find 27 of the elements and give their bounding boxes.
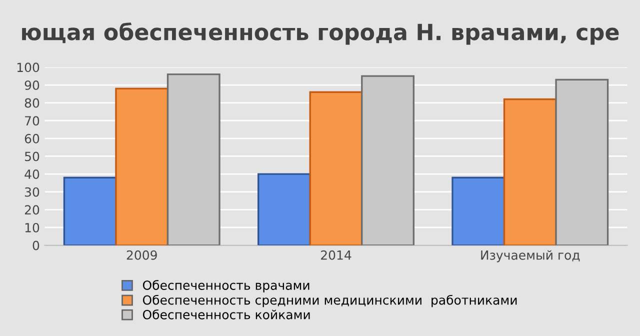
y-tick-label: 90 — [24, 80, 40, 90]
bar — [166, 73, 220, 246]
y-tick-label: 40 — [24, 170, 40, 179]
x-tick-label: 2014 — [321, 250, 352, 260]
y-tick-label: 70 — [25, 116, 40, 126]
legend-label: Обеспеченность койками — [142, 309, 310, 320]
bar — [63, 176, 117, 246]
y-tick-label: 80 — [24, 98, 40, 108]
y-tick-label: 30 — [24, 187, 40, 197]
bar — [309, 91, 363, 246]
bar — [503, 98, 557, 246]
y-tick-label: 100 — [17, 62, 40, 72]
bar — [115, 88, 169, 246]
y-tick-label: 10 — [25, 222, 40, 232]
y-tick-label: 0 — [32, 240, 40, 250]
y-tick-label: 50 — [24, 152, 40, 162]
bar — [452, 176, 506, 246]
bar — [361, 75, 414, 246]
chart-title: ющая обеспеченность города Н. врачами, сре — [22, 22, 619, 45]
bar — [555, 78, 609, 246]
legend-label: Обеспеченность врачами — [142, 280, 310, 292]
y-tick-label: 60 — [24, 134, 40, 144]
x-tick-label: Изучаемый год — [481, 250, 580, 262]
x-tick-label: 2009 — [126, 250, 157, 260]
y-tick-label: 20 — [24, 205, 40, 215]
legend-label: Обеспеченность средними медицинскими работниками — [142, 294, 517, 308]
bar — [258, 173, 311, 246]
